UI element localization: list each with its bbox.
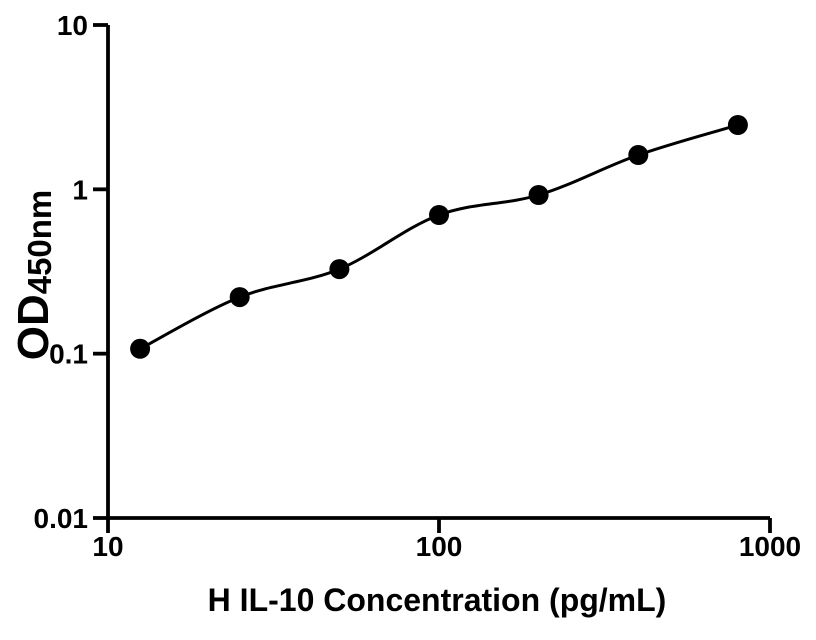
x-axis-title: H IL-10 Concentration (pg/mL) — [208, 582, 667, 618]
data-point — [130, 338, 151, 359]
data-point — [727, 115, 748, 135]
y-axis-title: OD450nm — [9, 190, 58, 361]
data-point — [329, 259, 350, 280]
y-tick-label: 1 — [72, 174, 88, 205]
x-tick-label: 1000 — [739, 531, 801, 562]
data-points-group — [130, 115, 748, 359]
data-point — [528, 185, 549, 205]
fit-curve-group — [139, 123, 739, 351]
data-point — [429, 205, 449, 225]
y-axis-title-subscript: 450nm — [21, 190, 58, 295]
x-tick-label: 100 — [416, 531, 463, 562]
y-axis-ticks: 10 1 0.1 0.01 — [34, 10, 108, 534]
data-point — [229, 287, 250, 308]
y-tick-label: 10 — [57, 10, 88, 41]
data-point — [628, 145, 649, 165]
y-tick-label: 0.1 — [49, 339, 88, 370]
y-tick-label: 0.01 — [34, 503, 89, 534]
x-tick-label: 10 — [92, 531, 123, 562]
axis-spines — [106, 25, 770, 520]
x-axis-ticks: 10 100 1000 — [92, 518, 801, 562]
y-axis-title-main: OD — [9, 294, 58, 360]
fit-curve — [139, 123, 739, 351]
